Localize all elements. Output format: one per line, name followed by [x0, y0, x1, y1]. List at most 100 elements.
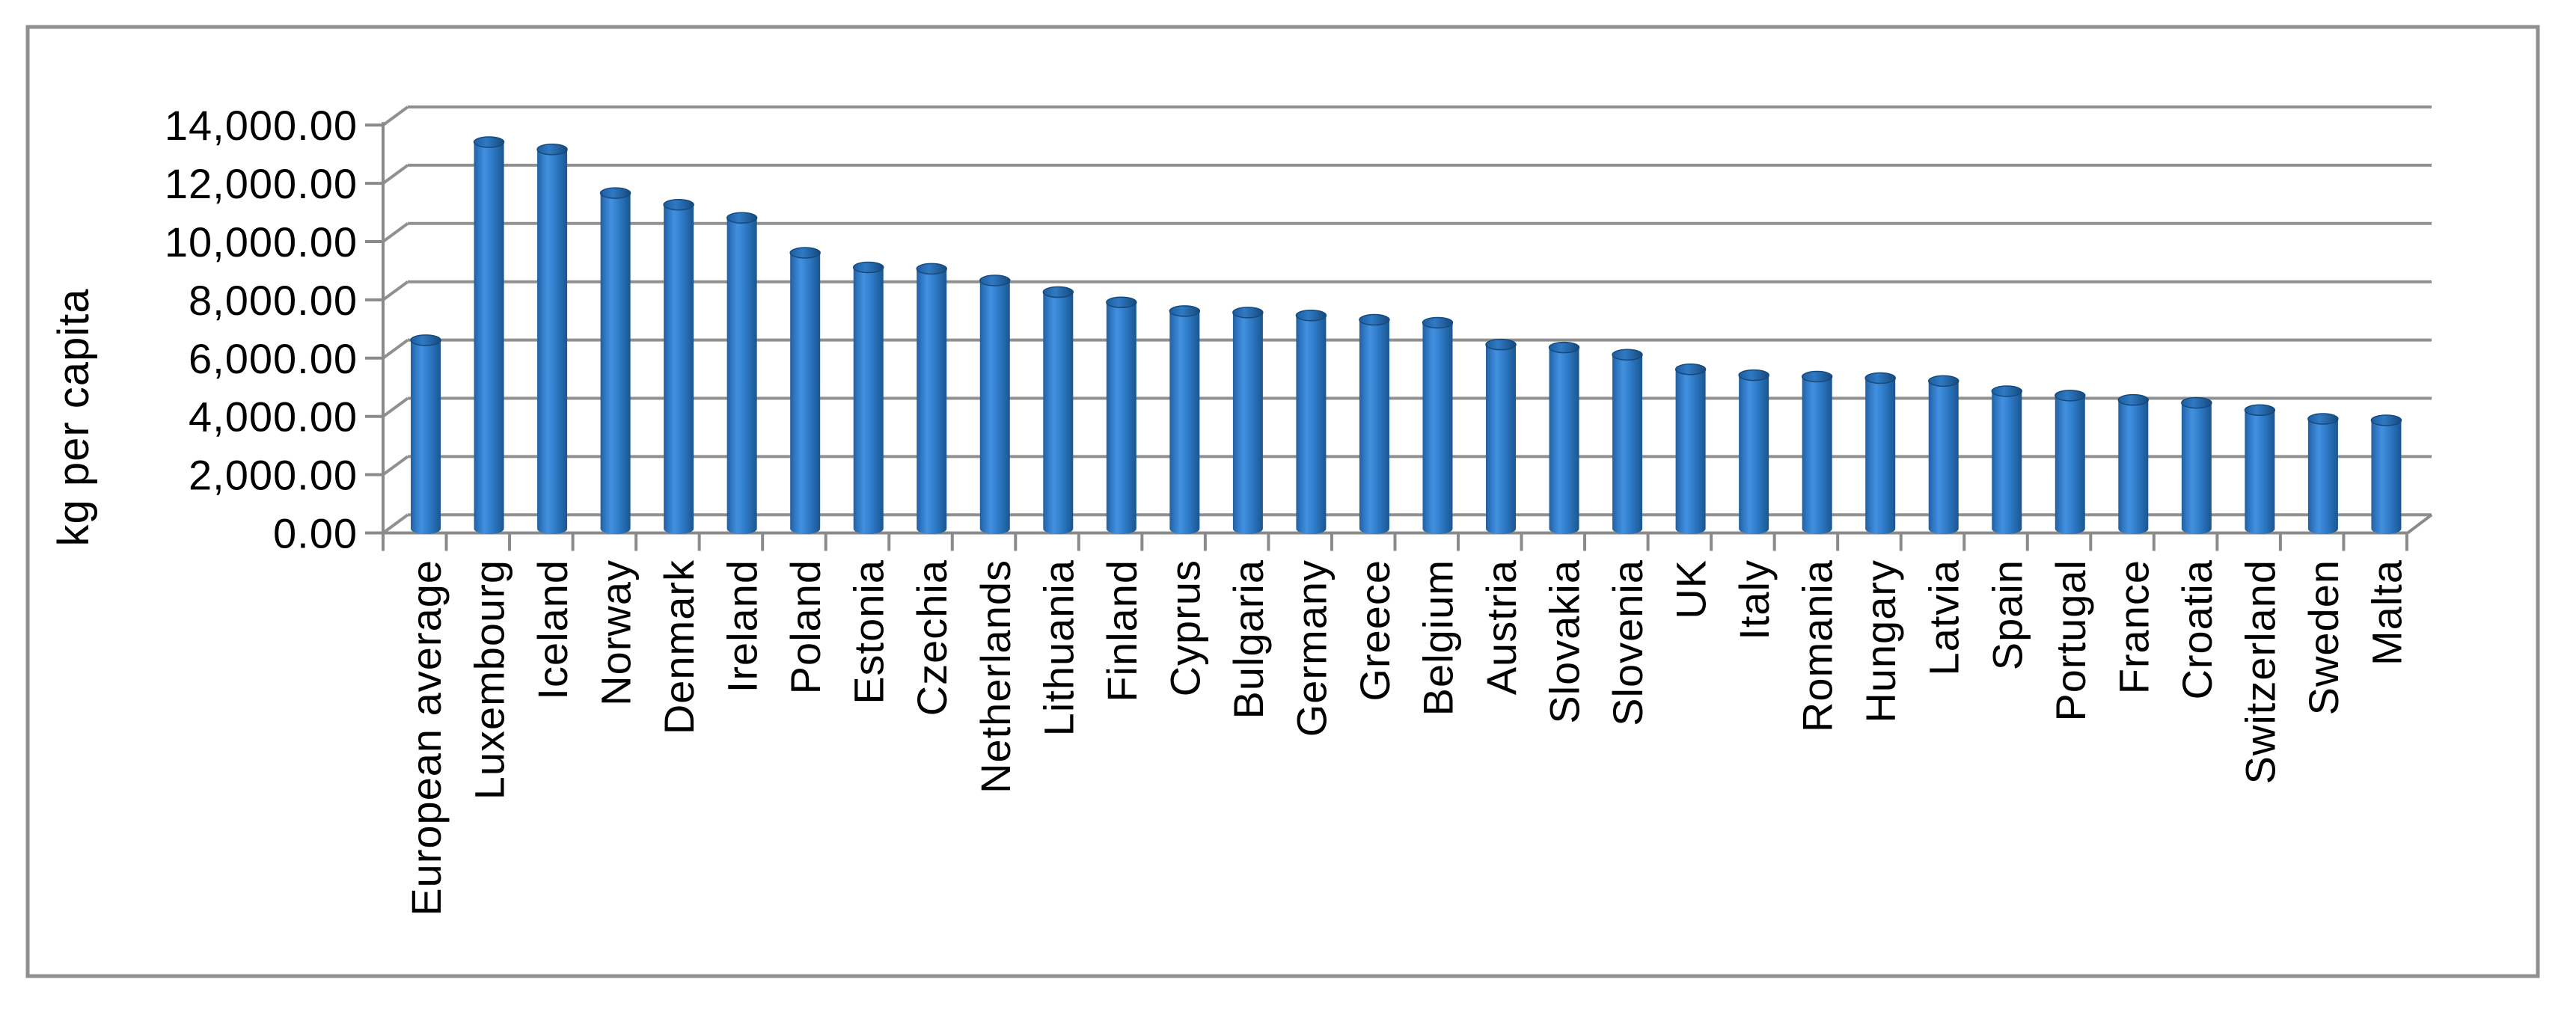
bar-body: [1802, 376, 1832, 529]
bar-top-cap: [1485, 338, 1517, 351]
bar-top-cap: [599, 187, 631, 199]
bar-cylinder: [536, 143, 568, 534]
category-label: Estonia: [845, 559, 893, 705]
category-label: Malta: [2363, 559, 2410, 666]
category-label: Spain: [1983, 559, 2031, 670]
bar-body: [1486, 344, 1517, 529]
y-tick-label: 6,000.00: [189, 335, 358, 382]
bar-bottom-cap: [1675, 524, 1706, 534]
bar-body: [1928, 381, 1959, 529]
bar-body: [853, 267, 884, 529]
bar-cylinder: [1359, 313, 1390, 534]
gridline-depth-connector: [382, 338, 409, 360]
bar-top-cap: [1927, 375, 1959, 387]
bar-cylinder: [473, 136, 505, 534]
bar-top-cap: [2244, 404, 2276, 417]
gridline-depth-connector: [382, 280, 409, 301]
bar-body: [917, 269, 947, 529]
bar-bottom-cap: [1232, 524, 1263, 534]
bar-body: [1992, 390, 2022, 529]
bar-top-cap: [2307, 413, 2339, 425]
bar-body: [1739, 375, 1769, 529]
y-tick-labels-group: 0.00 2,000.00 4,000.00 6,000.00 8,000.00 10,0…: [165, 102, 358, 556]
bar-top-cap: [1612, 349, 1643, 361]
bar-bottom-cap: [1106, 524, 1136, 534]
bar-bottom-cap: [790, 524, 821, 534]
category-label: Slovakia: [1541, 559, 1588, 724]
bar-body: [537, 149, 568, 529]
bar-cylinder: [852, 261, 884, 534]
category-label: Poland: [782, 559, 829, 694]
category-labels-group: European average Luxembourg Iceland Norway D…: [403, 559, 2410, 916]
bar-top-cap: [1295, 309, 1327, 322]
bar-body: [979, 280, 1010, 529]
bar-body: [600, 193, 631, 529]
bar-body: [1675, 369, 1706, 529]
bar-cylinder: [2244, 404, 2276, 534]
bar-cylinder: [1106, 296, 1137, 534]
gridline-depth-connector: [382, 455, 409, 476]
gridline-depth-connector: [382, 222, 409, 243]
bar-bottom-cap: [2245, 524, 2275, 534]
category-label: Czechia: [908, 559, 955, 716]
bar-top-cap: [852, 261, 884, 274]
bar-cylinder: [1864, 372, 1896, 534]
bar-bottom-cap: [1739, 524, 1769, 534]
bar-top-cap: [1738, 369, 1769, 381]
y-tick-label: 12,000.00: [165, 160, 358, 207]
floor-right-edge: [2406, 513, 2433, 535]
bar-body: [1043, 292, 1074, 529]
bar-cylinder: [1674, 364, 1707, 534]
bar-cylinder: [1738, 369, 1769, 534]
bar-top-cap: [1169, 305, 1201, 317]
bar-cylinder: [1548, 341, 1580, 534]
bar-body: [2245, 410, 2275, 529]
gridline-depth-connector: [382, 396, 409, 418]
category-label: Sweden: [2300, 559, 2347, 715]
bar-bottom-cap: [474, 524, 504, 534]
bar-cylinder: [1612, 349, 1643, 534]
bar-cylinder: [789, 247, 821, 534]
bar-bottom-cap: [411, 524, 441, 534]
bar-top-cap: [726, 212, 758, 224]
bar-body: [1296, 315, 1327, 529]
bar-cylinder: [1232, 307, 1264, 534]
bar-top-cap: [2117, 393, 2150, 406]
bar-body: [726, 218, 757, 529]
category-label: Norway: [593, 559, 640, 706]
bar-top-cap: [789, 247, 821, 259]
bar-body: [2181, 402, 2212, 529]
category-label: Bulgaria: [1225, 559, 1272, 719]
bar-bottom-cap: [1043, 524, 1074, 534]
bar-bottom-cap: [726, 524, 757, 534]
bar-cylinder: [2055, 390, 2086, 534]
gridline-depth-connector: [382, 164, 409, 185]
category-label: France: [2110, 559, 2157, 694]
category-label: Romania: [1794, 559, 1841, 732]
bar-bottom-cap: [600, 524, 631, 534]
bar-top-cap: [1801, 370, 1833, 383]
category-label: Ireland: [719, 559, 766, 693]
bar-cylinder: [1927, 375, 1959, 534]
bar-bottom-cap: [1865, 524, 1896, 534]
bar-cylinder: [410, 334, 441, 534]
bar-cylinder: [663, 198, 694, 534]
y-tick-label: 10,000.00: [165, 218, 358, 266]
bar-bottom-cap: [2371, 524, 2402, 534]
bar-top-cap: [979, 275, 1011, 286]
gridline-depth-connector: [382, 105, 409, 126]
category-label: Iceland: [529, 559, 576, 700]
bar-body: [1865, 378, 1896, 529]
category-label: UK: [1668, 559, 1715, 619]
bar-body: [1106, 302, 1136, 529]
bar-bottom-cap: [1549, 524, 1579, 534]
bar-bottom-cap: [1612, 524, 1643, 534]
bar-bottom-cap: [1296, 524, 1327, 534]
bar-top-cap: [1674, 364, 1707, 375]
category-label: Denmark: [655, 559, 703, 734]
bar-top-cap: [916, 263, 947, 275]
bar-top-cap: [536, 143, 568, 156]
bar-body: [2371, 420, 2402, 529]
bar-cylinder: [1801, 370, 1833, 534]
